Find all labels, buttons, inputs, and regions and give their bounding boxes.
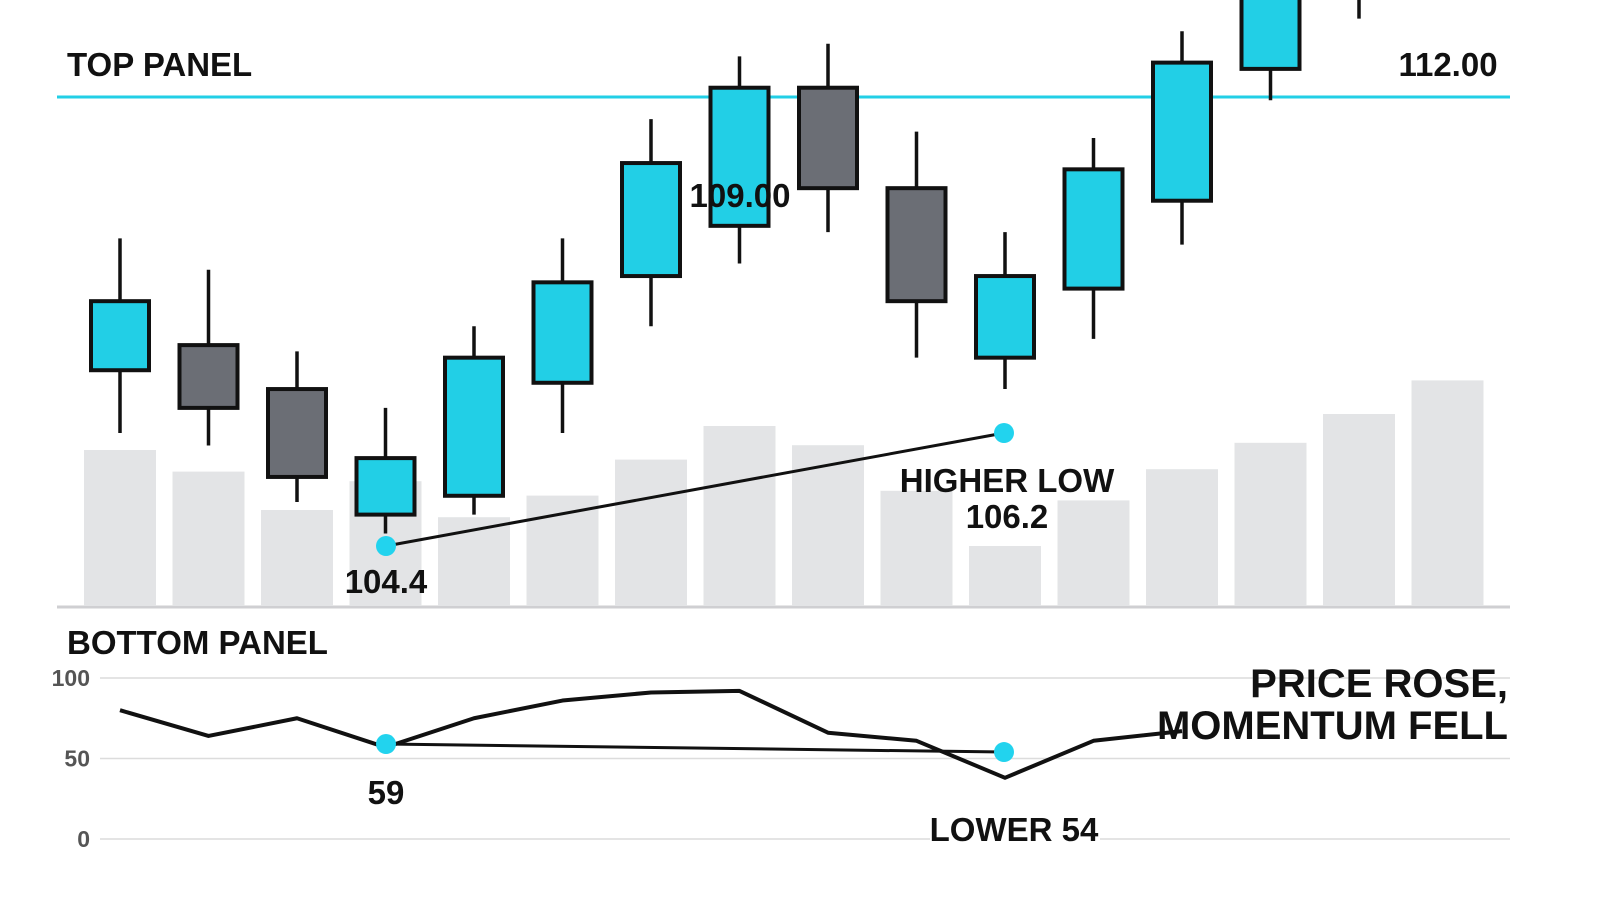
low-marker xyxy=(376,536,396,556)
candle-body xyxy=(531,280,594,385)
candle-body xyxy=(708,85,771,228)
candle-body xyxy=(620,161,682,279)
lower-low-marker xyxy=(994,742,1014,763)
candle-body xyxy=(974,274,1036,360)
momentum-low-marker xyxy=(376,734,396,755)
volume-bar xyxy=(172,471,245,606)
higher-low-label: HIGHER LOW xyxy=(900,462,1115,499)
candle-body xyxy=(1151,60,1213,203)
momentum-line xyxy=(119,688,1183,780)
volume-bar xyxy=(880,490,953,606)
volume-bar xyxy=(1234,442,1307,606)
y-tick-label: 50 xyxy=(64,746,90,772)
high-price-label: 112.00 xyxy=(1398,46,1497,83)
higher-low-marker xyxy=(994,423,1014,443)
bullish-candle xyxy=(531,238,594,433)
candle-body xyxy=(89,299,151,373)
volume-bar xyxy=(703,426,776,606)
momentum-low-label: 59 xyxy=(368,774,405,811)
bullish-candle xyxy=(1062,137,1125,339)
volume-bar xyxy=(438,517,510,606)
bearish-candle xyxy=(266,351,328,503)
candle-body xyxy=(266,387,328,479)
candle-body xyxy=(443,355,505,498)
candle-body xyxy=(354,456,417,517)
lower-low-label: LOWER 54 xyxy=(930,811,1099,848)
bearish-candle xyxy=(797,43,859,233)
bottom-panel-title: BOTTOM PANEL xyxy=(67,624,328,661)
top-panel-title: TOP PANEL xyxy=(67,46,252,83)
bullish-candle xyxy=(89,238,151,433)
volume-bar xyxy=(1146,469,1218,606)
candle-body xyxy=(885,186,948,304)
y-tick-label: 100 xyxy=(52,665,90,691)
candle-body xyxy=(1239,0,1302,71)
bearish-candle xyxy=(885,131,948,358)
volume-bar xyxy=(1323,414,1395,606)
price-trendline xyxy=(385,431,1005,548)
volume-bar xyxy=(84,450,156,606)
low-price-label: 104.4 xyxy=(345,563,428,600)
momentum-trendline xyxy=(385,742,1005,754)
bearish-candle xyxy=(177,269,240,446)
bullish-candle xyxy=(620,119,682,327)
bullish-candle xyxy=(1151,31,1213,245)
volume-bar xyxy=(526,495,599,606)
volume-bar xyxy=(1057,500,1130,606)
bullish-candle xyxy=(354,407,417,534)
volume-bar xyxy=(792,445,864,606)
bullish-candle xyxy=(1239,0,1302,101)
bullish-candle xyxy=(443,326,505,515)
candle-body xyxy=(1062,167,1125,291)
bullish-candle xyxy=(1357,0,1361,19)
candle-body xyxy=(797,85,859,191)
volume-bar xyxy=(1411,380,1484,606)
y-tick-label: 0 xyxy=(77,826,90,852)
divergence-note-line1: PRICE ROSE, xyxy=(1250,662,1508,706)
peak-price-label: 109.00 xyxy=(690,177,791,214)
divergence-note-line2: MOMENTUM FELL xyxy=(1157,704,1508,748)
volume-bar xyxy=(615,459,687,606)
candle-body xyxy=(177,343,240,410)
bullish-candle xyxy=(708,56,771,264)
bullish-candle xyxy=(974,232,1036,390)
volume-bar xyxy=(969,546,1041,606)
label-backdrop xyxy=(930,812,1100,848)
higher-low-value: 106.2 xyxy=(966,498,1049,535)
volume-bar xyxy=(261,510,333,606)
